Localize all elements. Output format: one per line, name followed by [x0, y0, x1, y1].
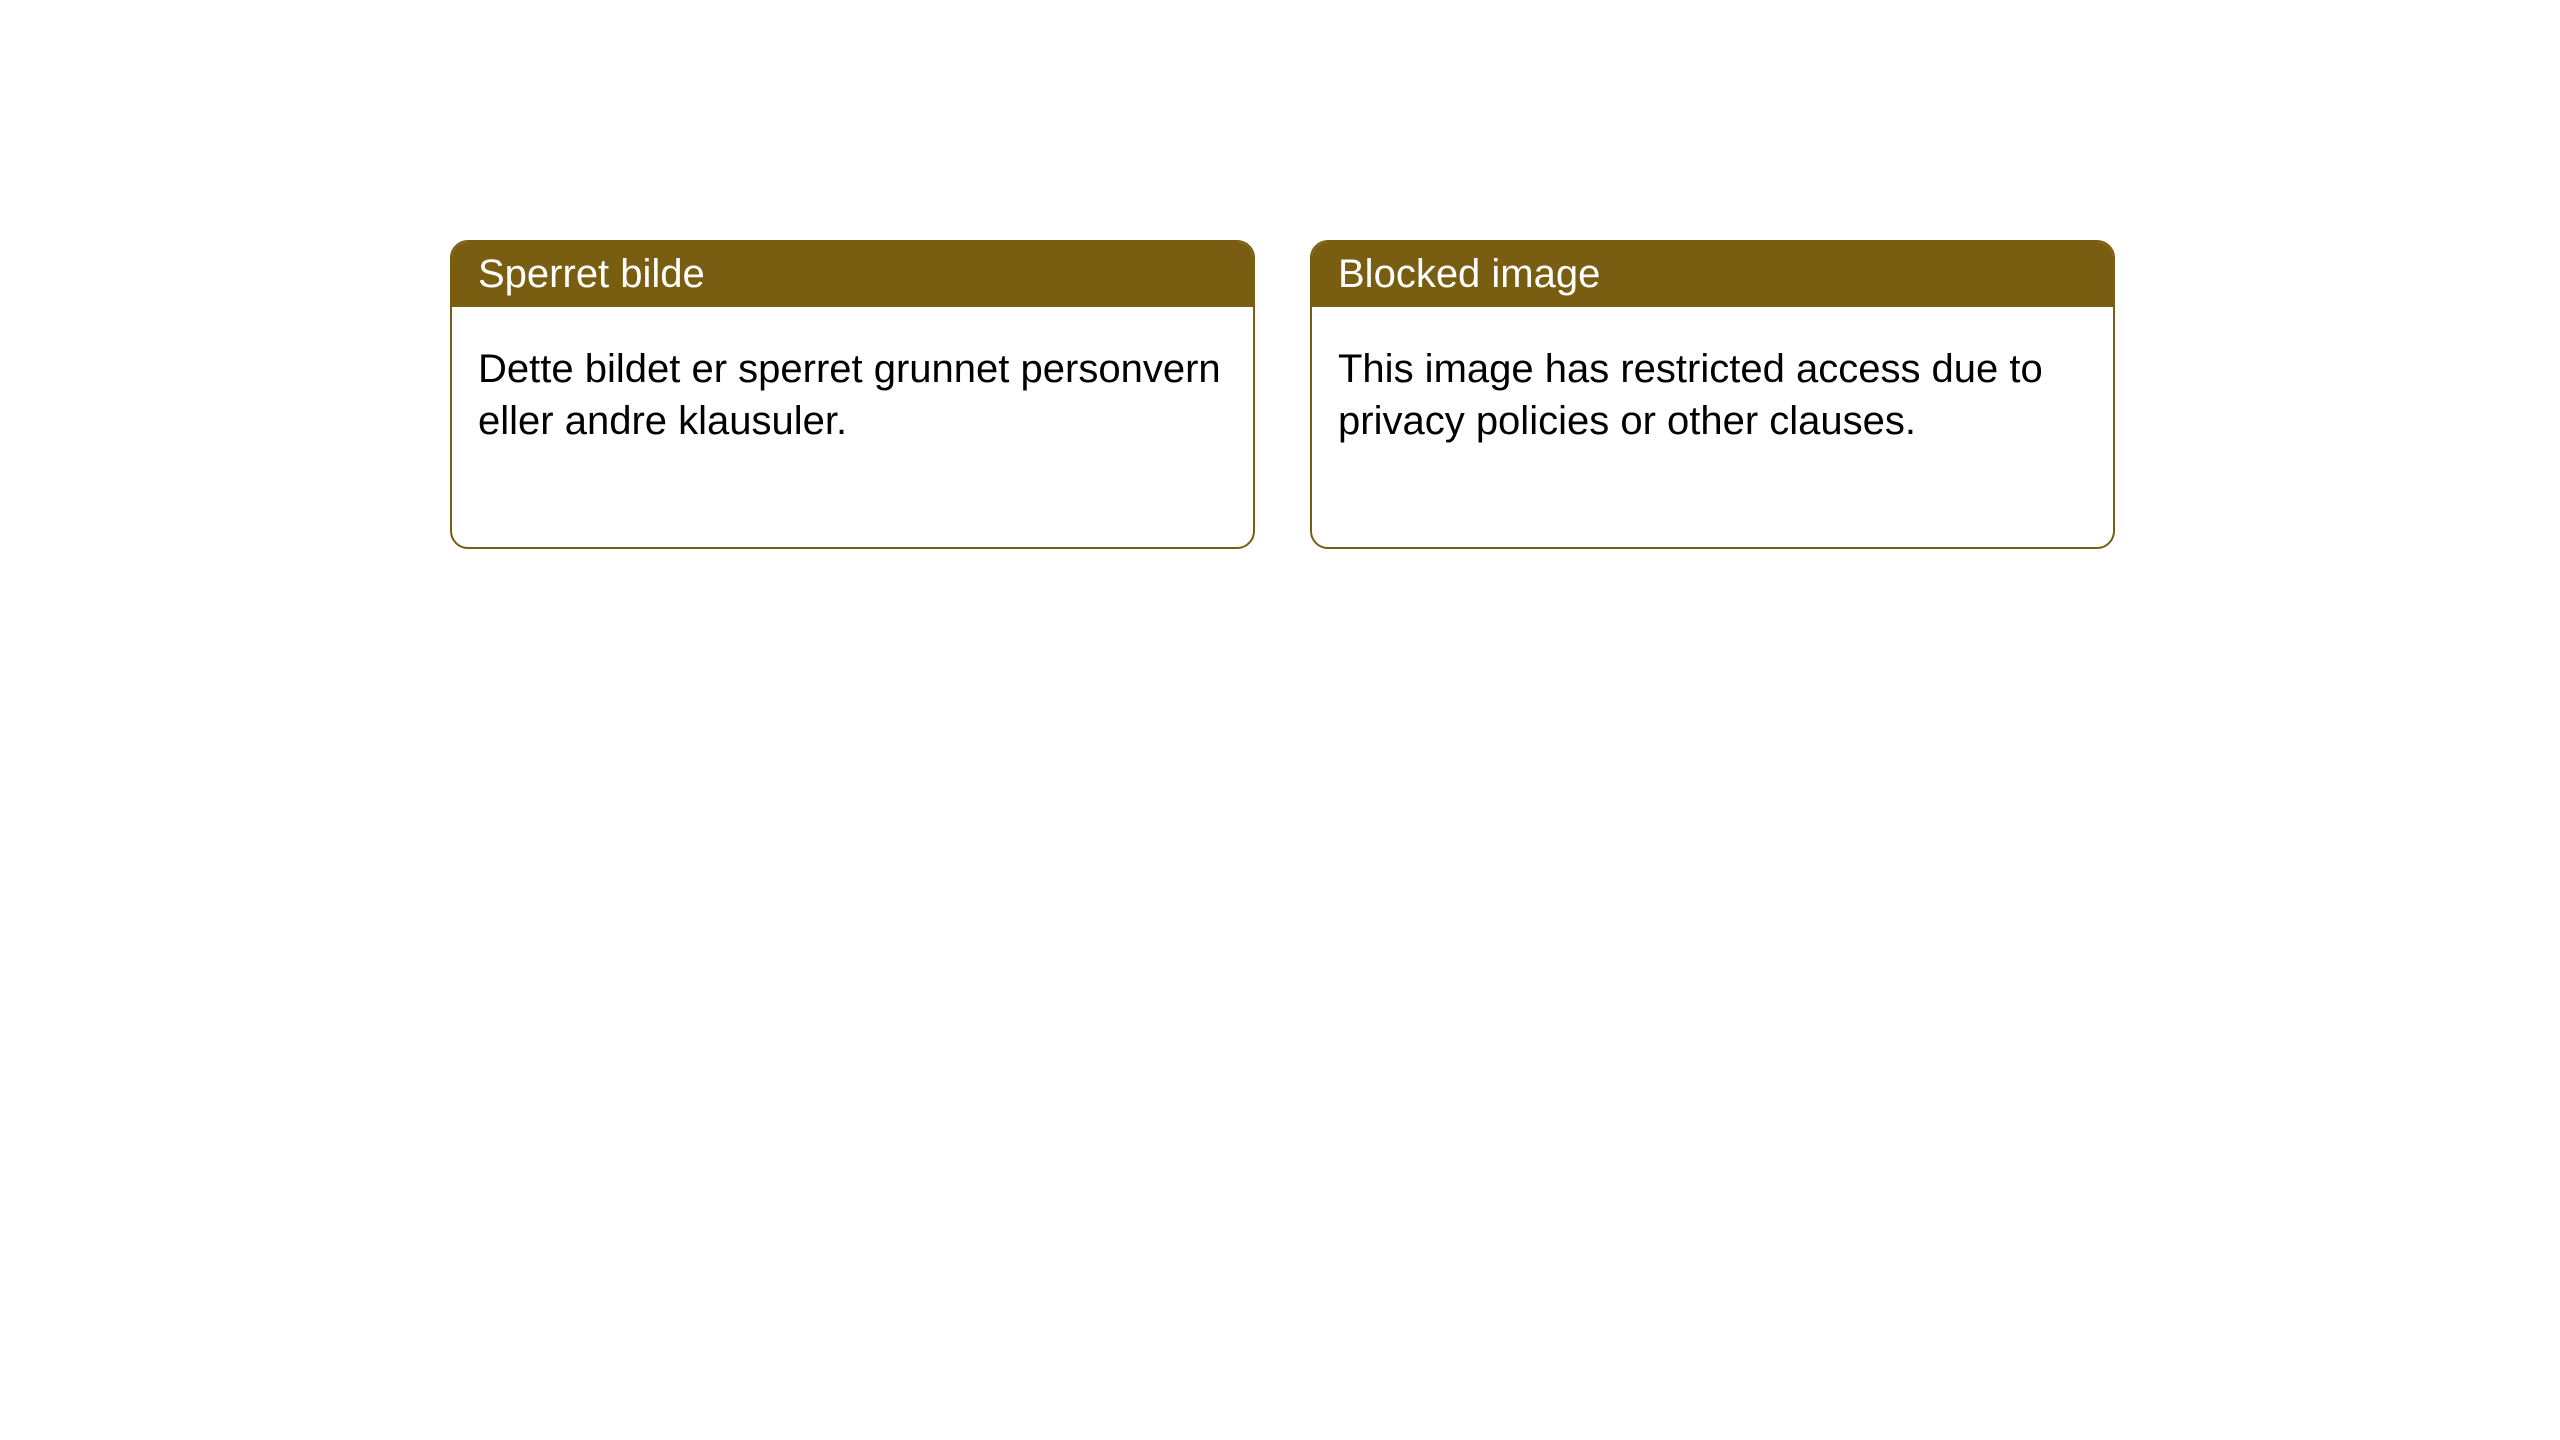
card-header-no: Sperret bilde — [452, 242, 1253, 307]
blocked-image-card-no: Sperret bilde Dette bildet er sperret gr… — [450, 240, 1255, 549]
card-body-no: Dette bildet er sperret grunnet personve… — [452, 307, 1253, 547]
card-body-en: This image has restricted access due to … — [1312, 307, 2113, 547]
card-header-en: Blocked image — [1312, 242, 2113, 307]
blocked-image-card-en: Blocked image This image has restricted … — [1310, 240, 2115, 549]
notice-container: Sperret bilde Dette bildet er sperret gr… — [450, 240, 2115, 549]
